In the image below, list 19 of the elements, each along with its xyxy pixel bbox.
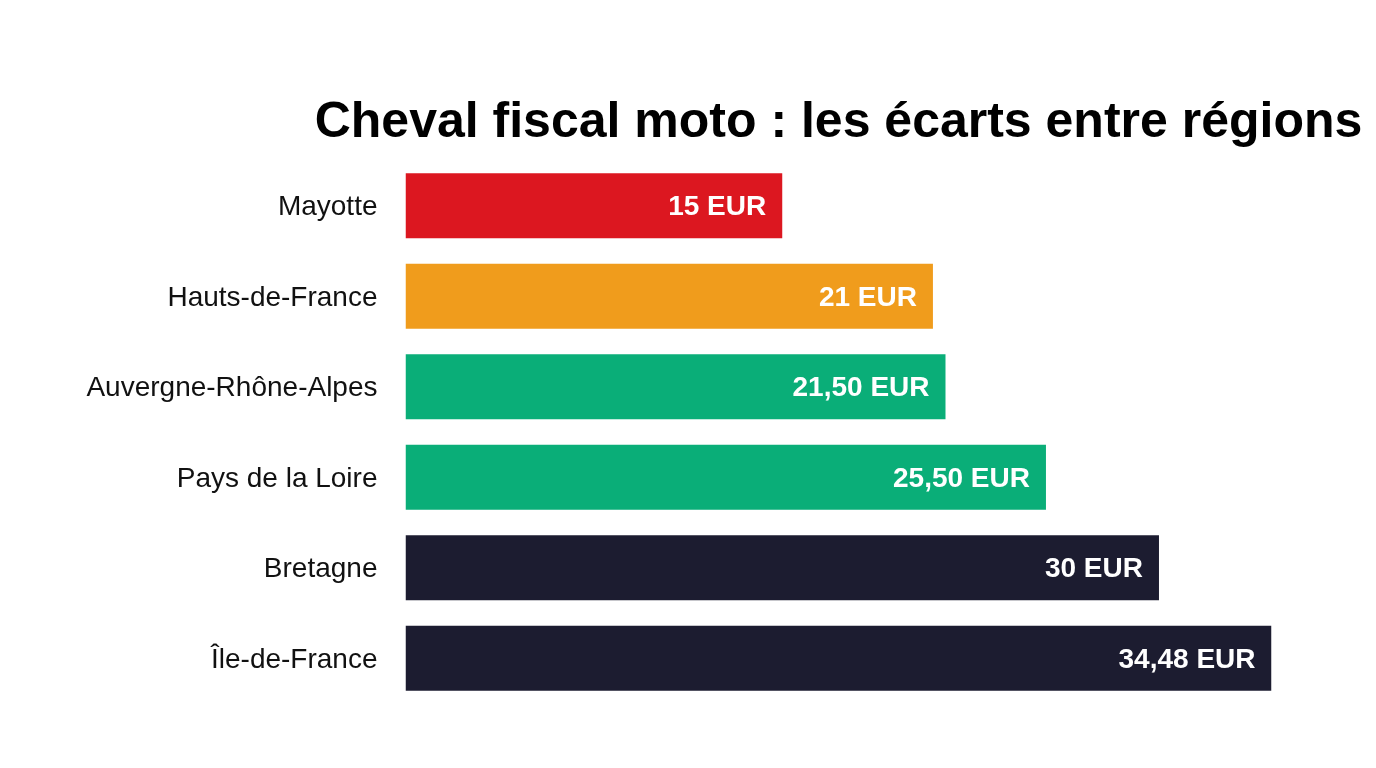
bar (405, 263, 933, 329)
data-label: 21,50 EUR (792, 371, 930, 403)
bar (405, 625, 1272, 691)
y-tick-label: Bretagne (263, 552, 378, 584)
data-label: 15 EUR (668, 190, 767, 222)
bar (405, 173, 783, 239)
y-tick-label: Île-de-France (209, 642, 378, 674)
y-tick-label: Pays de la Loire (176, 461, 378, 493)
data-label: 34,48 EUR (1118, 642, 1256, 674)
y-tick-label: Mayotte (277, 190, 378, 222)
y-tick-label: Hauts-de-France (167, 280, 378, 312)
chart-title: Cheval fiscal moto : les écarts entre régions (314, 92, 1363, 148)
data-label: 25,50 EUR (892, 461, 1030, 493)
y-tick-label: Auvergne-Rhône-Alpes (86, 371, 378, 403)
data-label: 21 EUR (818, 280, 917, 312)
bar (405, 354, 946, 420)
data-label: 30 EUR (1044, 552, 1143, 584)
bar (405, 444, 1046, 510)
bar (405, 535, 1159, 601)
